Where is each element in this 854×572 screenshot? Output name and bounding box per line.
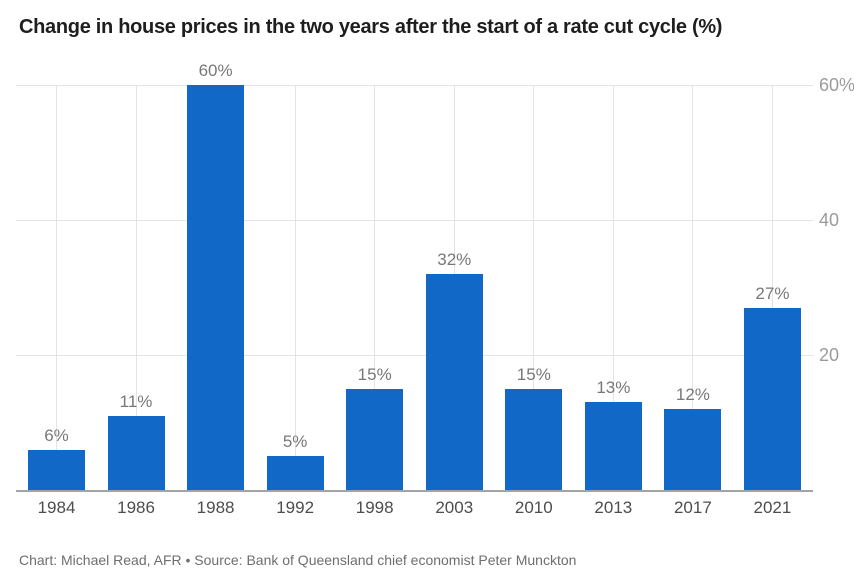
x-axis-tick-label: 1988 (196, 498, 235, 517)
chart-attribution: Chart: Michael Read, AFR • Source: Bank … (19, 552, 577, 568)
bar-value-label: 5% (282, 432, 308, 452)
x-axis-labels: 1984 1986 1988 1992 1998 2003 2010 2013 2017 2021 (16, 492, 813, 518)
vertical-gridline (771, 85, 773, 490)
x-axis-tick-label: 2013 (594, 498, 633, 517)
bar-value-label: 27% (755, 283, 790, 303)
bar-value-label: 13% (596, 378, 631, 398)
y-axis-tick-label: 40 (819, 210, 840, 230)
y-axis-tick-label: 20 (819, 345, 840, 365)
bar-value-label: 11% (119, 391, 153, 411)
bar-value-label: 12% (675, 385, 710, 404)
bar-1992 (266, 456, 324, 490)
vertical-gridline (692, 85, 694, 490)
bar-1988 (187, 85, 245, 490)
horizontal-gridline (16, 220, 813, 221)
vertical-gridline (533, 85, 535, 490)
bar-2010 (505, 388, 563, 490)
vertical-gridline (56, 85, 57, 490)
bar-1986 (107, 415, 165, 490)
bar-value-label: 6% (44, 425, 69, 445)
x-axis-tick-label: 1998 (355, 498, 394, 517)
plot-area: 20 40 60% 6% 11% 60% 5% 15% 32% 15% 13% 12% 27% (16, 62, 854, 492)
bar-value-label: 15% (516, 364, 551, 384)
bar-value-label: 15% (357, 364, 392, 384)
bar-2013 (584, 402, 642, 490)
vertical-gridline (612, 85, 614, 490)
y-axis-tick-label: 60% (819, 75, 854, 95)
horizontal-gridline (16, 355, 813, 356)
vertical-gridline (294, 85, 296, 490)
bar-2021 (743, 307, 801, 490)
x-axis-tick-label: 2021 (753, 498, 792, 517)
bar-1984 (28, 449, 85, 490)
x-axis-tick-label: 1984 (37, 498, 76, 517)
x-axis-tick-label: 2010 (514, 498, 553, 517)
vertical-gridline (374, 85, 376, 490)
bar-value-label: 32% (437, 250, 472, 269)
vertical-gridline (135, 85, 137, 490)
chart-title: Change in house prices in the two years … (19, 16, 723, 38)
horizontal-gridline (16, 85, 813, 86)
bar-value-label: 60% (198, 61, 233, 80)
x-axis-tick-label: 2003 (435, 498, 474, 517)
bar-2003 (425, 274, 483, 490)
x-axis-tick-label: 2017 (673, 498, 712, 517)
x-axis-tick-label: 1986 (117, 498, 155, 517)
bar-1998 (346, 388, 404, 490)
bar-2017 (664, 409, 722, 490)
x-axis-tick-label: 1992 (276, 498, 315, 517)
